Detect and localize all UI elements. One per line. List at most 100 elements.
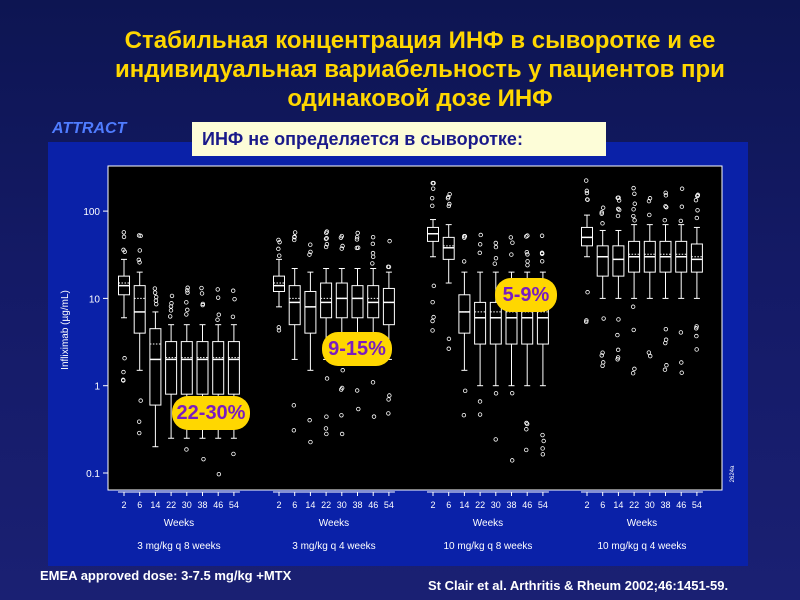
- outlier-point: [185, 288, 190, 293]
- outlier-point: [632, 366, 637, 372]
- outlier-point: [585, 290, 590, 295]
- outlier-point: [431, 314, 436, 320]
- outlier-point: [679, 186, 685, 191]
- outlier-point: [694, 347, 699, 352]
- outlier-point: [323, 236, 329, 242]
- outlier-point: [631, 185, 636, 191]
- outlier-point: [509, 458, 515, 463]
- outlier-point: [429, 195, 435, 201]
- outlier-point: [276, 237, 281, 243]
- outlier-point: [477, 412, 483, 417]
- outlier-point: [616, 317, 621, 322]
- outlier-point: [152, 290, 158, 295]
- x-tick-label: 14: [459, 500, 469, 510]
- x-tick-label: 38: [352, 500, 362, 510]
- outlier-point: [679, 204, 685, 209]
- outlier-point: [679, 360, 684, 365]
- outlier-point: [462, 233, 467, 239]
- x-tick-label: 54: [692, 500, 702, 510]
- outlier-point: [122, 356, 127, 361]
- x-tick-label: 38: [197, 500, 207, 510]
- x-axis-label: Weeks: [627, 518, 657, 529]
- box: [165, 341, 178, 395]
- outlier-point: [153, 294, 159, 300]
- outlier-point: [386, 411, 391, 416]
- outlier-point: [136, 419, 142, 424]
- box: [458, 294, 471, 334]
- box: [273, 275, 285, 292]
- outlier-point: [663, 190, 668, 196]
- footer-dose-note: EMEA approved dose: 3-7.5 mg/kg +MTX: [40, 568, 292, 583]
- x-axis-label: Weeks: [164, 518, 194, 529]
- x-axis-label: Weeks: [473, 518, 503, 529]
- plot-area: [107, 165, 723, 491]
- outlier-point: [431, 283, 437, 289]
- x-tick-label: 14: [150, 500, 160, 510]
- outlier-point: [599, 210, 604, 215]
- outlier-point: [678, 218, 684, 224]
- outlier-point: [184, 312, 189, 317]
- outlier-point: [446, 203, 452, 209]
- outlier-point: [354, 234, 360, 240]
- outlier-point: [370, 250, 376, 256]
- x-tick-label: 6: [600, 500, 605, 510]
- outlier-point: [539, 259, 545, 264]
- outlier-point: [632, 201, 637, 206]
- outlier-point: [431, 180, 436, 186]
- outlier-point: [184, 447, 189, 452]
- outlier-point: [646, 198, 652, 204]
- box: [382, 287, 395, 326]
- box: [180, 341, 193, 395]
- outlier-point: [615, 347, 621, 353]
- outlier-point: [354, 237, 360, 242]
- outlier-point: [277, 239, 282, 245]
- x-tick-label: 30: [491, 500, 501, 510]
- outlier-point: [600, 205, 606, 210]
- box: [690, 243, 703, 273]
- outlier-point: [584, 319, 589, 325]
- x-tick-label: 30: [645, 500, 655, 510]
- outlier-point: [231, 451, 236, 457]
- outlier-point: [137, 430, 142, 436]
- outlier-point: [601, 360, 606, 365]
- outlier-point: [216, 312, 221, 317]
- outlier-point: [307, 418, 312, 423]
- outlier-point: [693, 197, 699, 203]
- outlier-point: [663, 340, 668, 346]
- outlier-point: [167, 314, 173, 319]
- outlier-point: [356, 406, 361, 412]
- outlier-point: [276, 246, 281, 252]
- outlier-point: [185, 290, 190, 295]
- y-tick-label: 10: [89, 294, 101, 305]
- x-tick-label: 14: [613, 500, 623, 510]
- pct-badge-group-1: 22-30%: [172, 396, 250, 430]
- outlier-point: [324, 414, 329, 419]
- outlier-point: [662, 218, 667, 223]
- outlier-point: [201, 456, 206, 462]
- outlier-point: [430, 186, 436, 191]
- outlier-point: [539, 251, 545, 256]
- x-tick-label: 46: [368, 500, 378, 510]
- outlier-point: [646, 350, 652, 355]
- outlier-point: [154, 301, 159, 307]
- not-detected-banner: ИНФ не определяется в сыворотке:: [192, 122, 606, 156]
- outlier-point: [324, 376, 330, 381]
- x-tick-label: 46: [522, 500, 532, 510]
- group-label: 10 mg/kg q 4 weeks: [597, 541, 686, 552]
- outlier-point: [493, 240, 498, 246]
- box: [320, 282, 333, 319]
- outlier-point: [445, 196, 451, 201]
- outlier-point: [199, 291, 205, 296]
- outlier-point: [584, 190, 590, 196]
- outlier-point: [493, 255, 499, 261]
- outlier-point: [462, 235, 467, 240]
- x-axis-label: Weeks: [319, 518, 349, 529]
- outlier-point: [215, 317, 220, 322]
- outlier-point: [387, 393, 392, 398]
- box: [335, 282, 348, 319]
- outlier-point: [524, 249, 529, 255]
- outlier-point: [600, 221, 605, 226]
- y-tick-label: 1: [94, 382, 100, 393]
- outlier-point: [525, 252, 530, 257]
- outlier-point: [370, 234, 376, 240]
